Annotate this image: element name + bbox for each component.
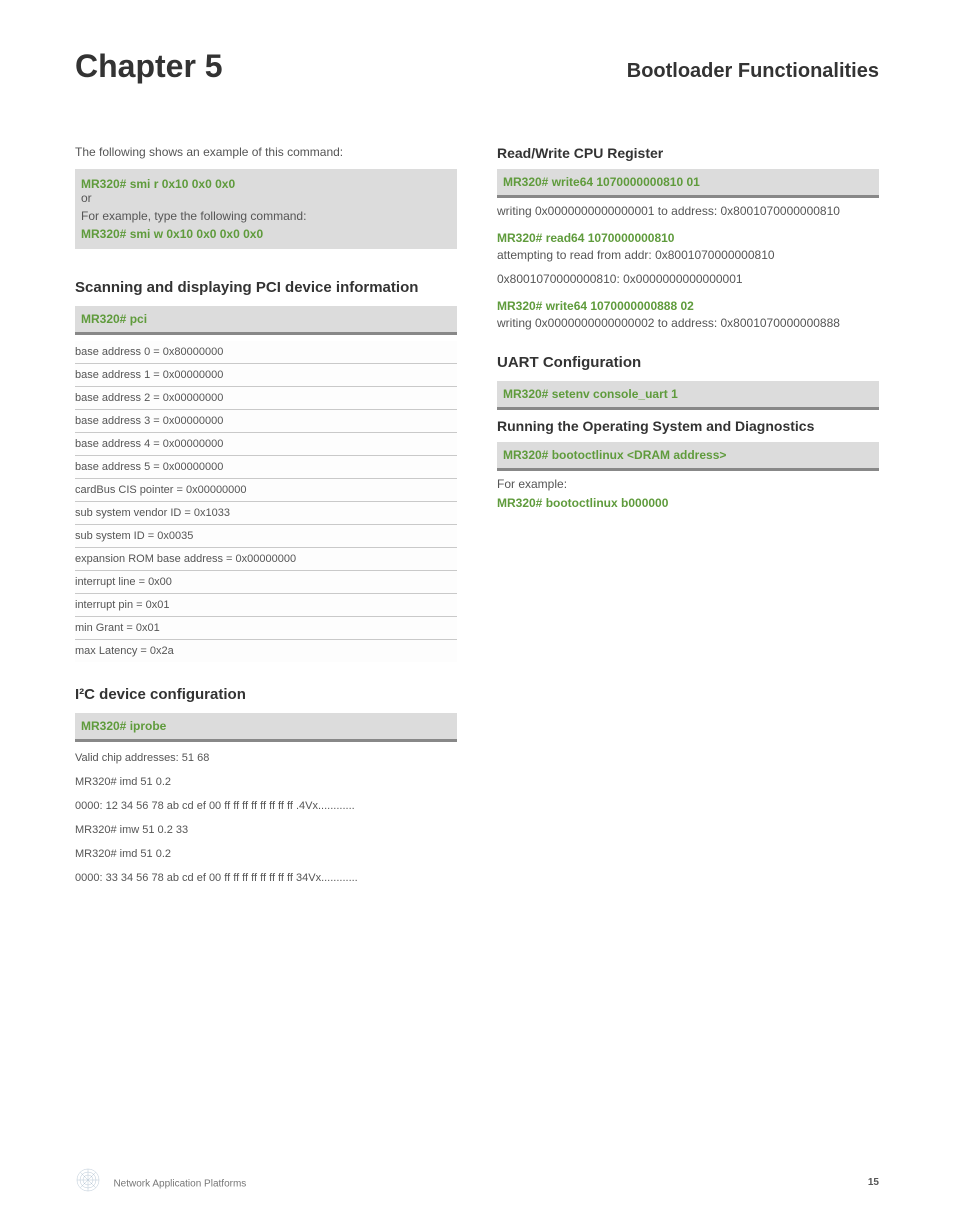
rw-output: attempting to read from addr: 0x80010700… xyxy=(497,248,879,262)
pci-line: cardBus CIS pointer = 0x00000000 xyxy=(75,479,457,502)
example-text: For example, type the following command: xyxy=(81,209,451,223)
cmd-bootoctlinux: MR320# bootoctlinux <DRAM address> xyxy=(503,445,726,465)
i2c-output-list: Valid chip addresses: 51 68 MR320# imd 5… xyxy=(75,748,457,892)
pci-line: base address 3 = 0x00000000 xyxy=(75,410,457,433)
cmd-pci: MR320# pci xyxy=(81,309,147,329)
cmd-setenv: MR320# setenv console_uart 1 xyxy=(503,384,678,404)
cmd-smi-read: MR320# smi r 0x10 0x0 0x0 xyxy=(81,177,451,191)
rw-output: writing 0x0000000000000002 to address: 0… xyxy=(497,316,879,330)
i2c-line: Valid chip addresses: 51 68 xyxy=(75,748,457,772)
section-rw-title: Read/Write CPU Register xyxy=(497,145,879,161)
pci-line: expansion ROM base address = 0x00000000 xyxy=(75,548,457,571)
example-block-smi: MR320# smi r 0x10 0x0 0x0 or For example… xyxy=(75,169,457,249)
left-column: The following shows an example of this c… xyxy=(75,145,457,892)
cmd-bar-bootoctlinux: MR320# bootoctlinux <DRAM address> xyxy=(497,442,879,471)
i2c-line: MR320# imd 51 0.2 xyxy=(75,844,457,868)
section-i2c-title: I²C device configuration xyxy=(75,686,457,703)
cmd-write64-2: MR320# write64 1070000000888 02 xyxy=(497,296,879,316)
right-column: Read/Write CPU Register MR320# write64 1… xyxy=(497,145,879,892)
pci-output-list: base address 0 = 0x80000000 base address… xyxy=(75,341,457,662)
i2c-line: MR320# imd 51 0.2 xyxy=(75,772,457,796)
section-run-title: Running the Operating System and Diagnos… xyxy=(497,418,879,434)
cmd-iprobe: MR320# iprobe xyxy=(81,716,166,736)
cmd-read64: MR320# read64 1070000000810 xyxy=(497,228,879,248)
i2c-line: 0000: 12 34 56 78 ab cd ef 00 ff ff ff f… xyxy=(75,796,457,820)
page-number: 15 xyxy=(868,1177,879,1188)
run-example-label: For example: xyxy=(497,477,879,491)
footer-logo-icon xyxy=(75,1167,101,1198)
pci-line: base address 5 = 0x00000000 xyxy=(75,456,457,479)
i2c-line: MR320# imw 51 0.2 33 xyxy=(75,820,457,844)
cmd-write64-1: MR320# write64 1070000000810 01 xyxy=(503,172,700,192)
cmd-bootoctlinux-example: MR320# bootoctlinux b000000 xyxy=(497,493,879,513)
intro-text: The following shows an example of this c… xyxy=(75,145,457,159)
page-header: Chapter 5 Bootloader Functionalities xyxy=(75,40,879,85)
section-scan-title: Scanning and displaying PCI device infor… xyxy=(75,279,457,296)
content-columns: The following shows an example of this c… xyxy=(75,145,879,892)
pci-line: base address 4 = 0x00000000 xyxy=(75,433,457,456)
chapter-title: Chapter 5 xyxy=(75,48,223,85)
pci-line: min Grant = 0x01 xyxy=(75,617,457,640)
pci-line: sub system vendor ID = 0x1033 xyxy=(75,502,457,525)
pci-line: base address 2 = 0x00000000 xyxy=(75,387,457,410)
pci-line: max Latency = 0x2a xyxy=(75,640,457,662)
rw-output: writing 0x0000000000000001 to address: 0… xyxy=(497,204,879,218)
cmd-bar-pci: MR320# pci xyxy=(75,306,457,335)
footer-left: Network Application Platforms xyxy=(75,1167,246,1198)
cmd-smi-write: MR320# smi w 0x10 0x0 0x0 0x0 xyxy=(81,227,451,241)
pci-line: interrupt pin = 0x01 xyxy=(75,594,457,617)
section-uart-title: UART Configuration xyxy=(497,354,879,371)
pci-line: interrupt line = 0x00 xyxy=(75,571,457,594)
footer-text: Network Application Platforms xyxy=(113,1179,246,1190)
or-text: or xyxy=(81,191,451,205)
page-footer: Network Application Platforms 15 xyxy=(75,1167,879,1198)
pci-line: base address 1 = 0x00000000 xyxy=(75,364,457,387)
i2c-line: 0000: 33 34 56 78 ab cd ef 00 ff ff ff f… xyxy=(75,868,457,892)
rw-output: 0x8001070000000810: 0x0000000000000001 xyxy=(497,272,879,286)
cmd-bar-iprobe: MR320# iprobe xyxy=(75,713,457,742)
cmd-bar-setenv: MR320# setenv console_uart 1 xyxy=(497,381,879,410)
page-topic: Bootloader Functionalities xyxy=(627,60,879,83)
pci-line: base address 0 = 0x80000000 xyxy=(75,341,457,364)
pci-line: sub system ID = 0x0035 xyxy=(75,525,457,548)
cmd-bar-write64-1: MR320# write64 1070000000810 01 xyxy=(497,169,879,198)
